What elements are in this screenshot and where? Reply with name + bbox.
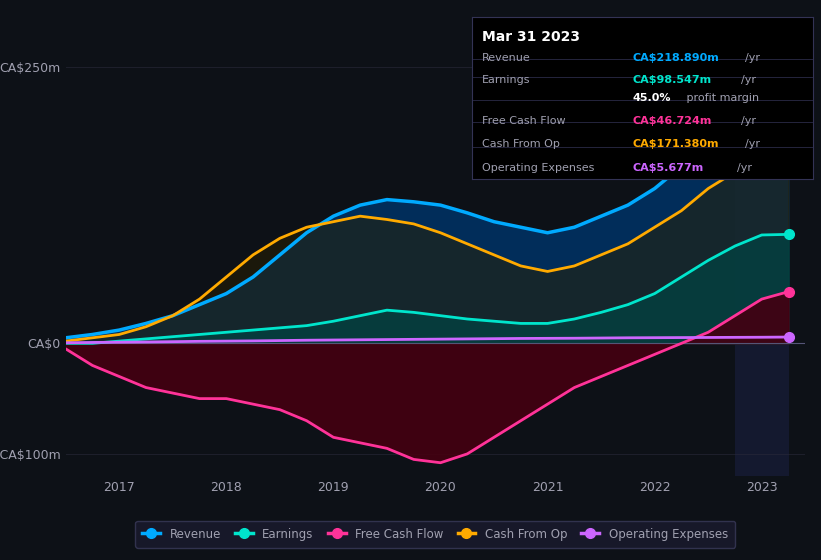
- Text: /yr: /yr: [745, 139, 760, 148]
- Text: Operating Expenses: Operating Expenses: [482, 163, 594, 173]
- Text: Earnings: Earnings: [482, 75, 531, 85]
- Text: Mar 31 2023: Mar 31 2023: [482, 30, 580, 44]
- Text: CA$171.380m: CA$171.380m: [632, 139, 718, 148]
- Text: profit margin: profit margin: [683, 93, 759, 103]
- Text: CA$98.547m: CA$98.547m: [632, 75, 711, 85]
- Legend: Revenue, Earnings, Free Cash Flow, Cash From Op, Operating Expenses: Revenue, Earnings, Free Cash Flow, Cash …: [135, 521, 735, 548]
- Text: Cash From Op: Cash From Op: [482, 139, 560, 148]
- Text: CA$46.724m: CA$46.724m: [632, 116, 712, 126]
- Bar: [735, 45, 788, 476]
- Text: /yr: /yr: [741, 116, 756, 126]
- Text: CA$5.677m: CA$5.677m: [632, 163, 704, 173]
- Text: CA$218.890m: CA$218.890m: [632, 53, 719, 63]
- Text: /yr: /yr: [741, 75, 756, 85]
- Text: /yr: /yr: [745, 53, 760, 63]
- Text: Free Cash Flow: Free Cash Flow: [482, 116, 566, 126]
- Text: 45.0%: 45.0%: [632, 93, 671, 103]
- Text: /yr: /yr: [737, 163, 752, 173]
- Text: Revenue: Revenue: [482, 53, 531, 63]
